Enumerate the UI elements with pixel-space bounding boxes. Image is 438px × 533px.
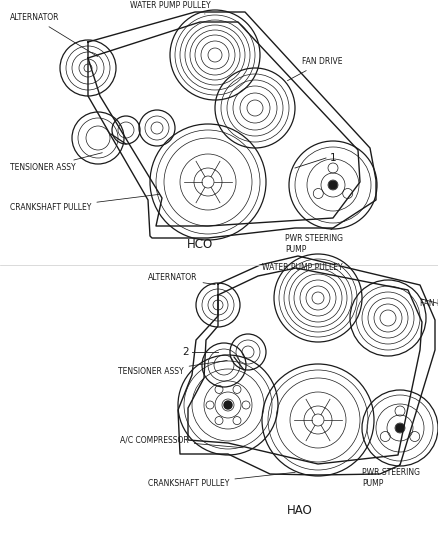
Text: 2: 2 bbox=[182, 347, 189, 357]
Text: HAO: HAO bbox=[287, 504, 313, 516]
Text: A/C COMPRESSOR: A/C COMPRESSOR bbox=[120, 435, 243, 448]
Text: TENSIONER ASSY: TENSIONER ASSY bbox=[118, 360, 227, 376]
Text: PWR STEERING
PUMP: PWR STEERING PUMP bbox=[285, 228, 343, 254]
Text: ALTERNATOR: ALTERNATOR bbox=[10, 13, 98, 56]
Text: PWR STEERING
PUMP: PWR STEERING PUMP bbox=[362, 464, 420, 488]
Circle shape bbox=[396, 424, 404, 432]
Circle shape bbox=[329, 181, 337, 189]
Text: HCO: HCO bbox=[187, 238, 213, 252]
Text: FAN DRIVE: FAN DRIVE bbox=[287, 58, 343, 80]
Circle shape bbox=[224, 401, 232, 409]
Text: CRANKSHAFT PULLEY: CRANKSHAFT PULLEY bbox=[148, 472, 295, 489]
Text: WATER PUMP PULLEY: WATER PUMP PULLEY bbox=[130, 2, 211, 14]
Text: ALTERNATOR: ALTERNATOR bbox=[148, 273, 215, 285]
Text: FAN DRIVE: FAN DRIVE bbox=[420, 298, 438, 309]
Text: 1: 1 bbox=[330, 153, 337, 163]
Text: WATER PUMP PULLEY: WATER PUMP PULLEY bbox=[262, 258, 343, 272]
Text: TENSIONER ASSY: TENSIONER ASSY bbox=[10, 152, 102, 173]
Text: CRANKSHAFT PULLEY: CRANKSHAFT PULLEY bbox=[10, 195, 159, 213]
